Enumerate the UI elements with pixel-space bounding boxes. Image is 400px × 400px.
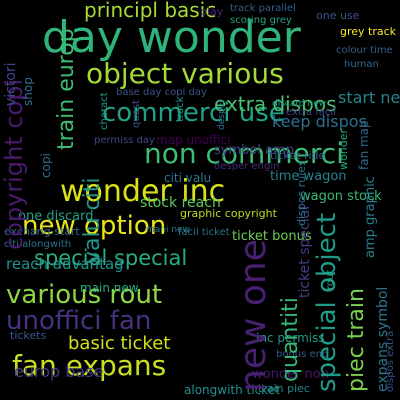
cloud-word: ticket bonus	[232, 229, 312, 244]
cloud-word-vertical: quantiti	[278, 297, 303, 382]
cloud-word: ticket ride	[270, 149, 326, 162]
cloud-word: unoffici fan	[6, 306, 152, 336]
cloud-word: play	[200, 5, 224, 18]
cloud-word: tickets	[10, 329, 47, 342]
cloud-word-vertical: rout	[325, 269, 336, 290]
cloud-word: reach advantag	[6, 255, 124, 273]
cloud-word: citi valu	[164, 171, 212, 185]
cloud-word-vertical: charact	[99, 92, 110, 130]
cloud-word: extra dispos	[214, 92, 337, 116]
cloud-word: permiss day	[94, 135, 155, 146]
cloud-word: exchang start	[4, 225, 80, 238]
cloud-word-vertical: train europ	[54, 28, 79, 150]
cloud-word: mani new	[146, 225, 190, 235]
cloud-word: basic ticket	[68, 333, 171, 354]
cloud-word: track parallel	[230, 3, 296, 14]
cloud-word-vertical: track	[175, 96, 186, 122]
cloud-word: object various	[86, 57, 284, 90]
cloud-word: one discard	[18, 209, 94, 224]
cloud-word: time wagon	[270, 169, 347, 184]
cloud-word-vertical: piec train	[344, 288, 369, 392]
cloud-word-vertical: wonder	[337, 129, 350, 170]
cloud-word: new option	[22, 211, 167, 241]
cloud-word: wonder inc	[60, 174, 226, 209]
cloud-word: map unoffici	[156, 133, 231, 147]
cloud-word: one use	[316, 9, 360, 22]
cloud-word: wagon stock	[300, 189, 382, 204]
cloud-word: start new	[338, 88, 400, 107]
cloud-word-vertical: dispos rules	[295, 160, 308, 226]
cloud-word: various rout	[6, 280, 163, 310]
cloud-word: extra facil	[286, 107, 336, 118]
cloud-word: symbol amp	[214, 143, 294, 158]
cloud-word: colour time	[336, 45, 393, 56]
cloud-word: bonus end	[276, 349, 329, 360]
cloud-word: citi alongwith	[4, 239, 72, 250]
cloud-word: alongwith ticket	[184, 383, 280, 397]
cloud-word-vertical: new one	[233, 239, 274, 392]
cloud-word-vertical: valu citi	[80, 177, 105, 265]
cloud-word: inc permiss	[256, 331, 325, 345]
cloud-word: wonder non	[252, 367, 329, 382]
cloud-word: main new	[80, 281, 139, 295]
cloud-word-vertical: shop	[21, 77, 35, 106]
cloud-word: graphic copyright	[180, 207, 277, 220]
cloud-word: non commerci	[144, 137, 344, 170]
cloud-word: grey track	[340, 25, 397, 38]
cloud-word: keep dispos	[272, 112, 367, 131]
cloud-word: base day copi day	[116, 87, 207, 98]
cloud-word-vertical: dispos extra	[385, 330, 396, 392]
cloud-word: fan expans	[12, 349, 167, 382]
cloud-word-vertical: amp graphic	[363, 176, 378, 258]
cloud-word: europ base	[14, 362, 104, 381]
cloud-word-vertical: desper	[217, 99, 227, 130]
cloud-word: special special	[34, 246, 188, 270]
cloud-word: train piec	[258, 382, 310, 395]
cloud-word-vertical: quest	[131, 100, 142, 128]
cloud-word-vertical: special object	[312, 212, 342, 392]
cloud-word: day wonder	[42, 12, 301, 63]
cloud-word: desper engin	[214, 161, 280, 172]
cloud-word: discard new	[272, 99, 327, 109]
cloud-word-vertical: copi	[39, 153, 53, 178]
cloud-word: scoring grey	[230, 15, 292, 26]
cloud-word-vertical: victori	[3, 62, 19, 106]
cloud-word: principl basic	[84, 0, 217, 22]
cloud-word: human	[344, 59, 379, 70]
cloud-word: stock reach	[140, 195, 221, 211]
cloud-word: commerci use	[102, 98, 285, 128]
cloud-word: facil ticket	[178, 227, 230, 238]
cloud-word-vertical: fan map	[357, 120, 371, 170]
